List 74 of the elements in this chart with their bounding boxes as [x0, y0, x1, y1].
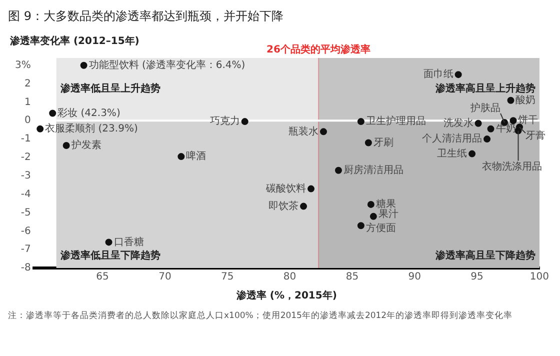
point: [370, 212, 377, 220]
annotation: 即饮茶: [268, 200, 299, 212]
point: [80, 62, 88, 69]
annotation: 酸奶: [516, 94, 536, 106]
point: [487, 125, 494, 132]
point: [105, 238, 112, 246]
point: [357, 222, 364, 230]
point: [49, 110, 56, 117]
annotation: 果汁: [378, 208, 398, 220]
annotation: 牙刷: [373, 137, 394, 148]
annotation: 衣服柔顺剂 (23.9%): [45, 122, 138, 135]
annotation: 个人清洁用品: [422, 132, 482, 145]
y-axis-title: 渗透率变化率 (2012–15年): [10, 34, 140, 48]
y-tick-label: 3%: [14, 60, 31, 71]
annotation: 饼干: [517, 114, 538, 126]
point: [62, 142, 70, 149]
y-tick-label: -8: [20, 262, 31, 274]
y-tick-label: 2: [24, 78, 31, 90]
annotation: 巧克力: [210, 115, 240, 128]
y-tick-label: 0: [24, 115, 31, 126]
x-tick-label: 70: [158, 272, 172, 283]
point: [484, 136, 491, 143]
point: [474, 120, 482, 127]
point: [357, 118, 364, 126]
y-tick-label: -1: [20, 134, 31, 145]
point: [36, 125, 44, 132]
x-tick-label: 100: [530, 272, 550, 283]
annotation: 面巾纸: [423, 68, 454, 80]
annotation: 渗透率高且呈上升趋势: [434, 82, 536, 95]
point: [454, 71, 462, 78]
y-tick-label: 1: [24, 96, 31, 108]
x-tick-label: 65: [96, 272, 109, 283]
annotation: 方便面: [366, 222, 396, 234]
point: [300, 202, 308, 210]
annotation: 渗透率高且呈下降趋势: [434, 250, 536, 262]
annotation: 卫生护理用品: [366, 115, 426, 128]
point: [308, 185, 315, 192]
point: [364, 139, 372, 146]
x-tick-label: 75: [220, 272, 234, 283]
y-tick-label: -3: [20, 170, 31, 182]
annotation: 口香糖: [114, 236, 144, 248]
ref-line-label: 26个品类的平均渗透率: [266, 44, 370, 56]
point: [178, 153, 185, 160]
x-tick-label: 90: [408, 272, 421, 283]
y-tick-label: -5: [20, 207, 31, 218]
annotation: 彩妆 (42.3%): [58, 106, 120, 119]
annotation: 瓶装水: [288, 125, 318, 138]
annotation: 护肤品: [470, 102, 500, 114]
annotation: 卫生纸: [437, 147, 468, 160]
annotation: 碳酸饮料: [265, 182, 306, 194]
annotation: 啤酒: [186, 150, 206, 162]
point: [507, 96, 514, 104]
y-tick-label: -4: [20, 188, 31, 200]
point: [334, 166, 342, 174]
point: [320, 128, 327, 136]
x-axis-title: 渗透率 (%，2015年): [235, 290, 337, 302]
annotation: 功能型饮料 (渗透率变化率：6.4%): [88, 58, 246, 71]
annotation: 牛奶: [496, 122, 516, 135]
annotation: 渗透率低且呈上升趋势: [59, 82, 160, 95]
x-tick-label: 80: [283, 272, 296, 283]
point: [367, 200, 374, 208]
text: 注：渗透率等于各品类消费者的总人数除以家庭总人口x100%；使用2015年的渗透率减去2012年的渗透率即得到渗透率变化率: [8, 310, 514, 322]
annotation: 牙膏: [525, 130, 546, 142]
y-tick-label: -2: [20, 152, 31, 164]
y-tick-label: -6: [20, 226, 31, 237]
x-tick-label: 95: [470, 272, 484, 283]
y-tick-label: -7: [20, 244, 31, 256]
annotation: 渗透率低且呈下降趋势: [59, 250, 160, 262]
annotation: 厨房清洁用品: [343, 164, 404, 176]
chart-title: 图 9：大多数品类的渗透率都达到瓶颈，并开始下降: [8, 8, 284, 25]
annotation: 护发素: [70, 139, 102, 152]
x-tick-label: 85: [346, 272, 359, 283]
point: [468, 150, 476, 158]
point: [241, 118, 248, 126]
